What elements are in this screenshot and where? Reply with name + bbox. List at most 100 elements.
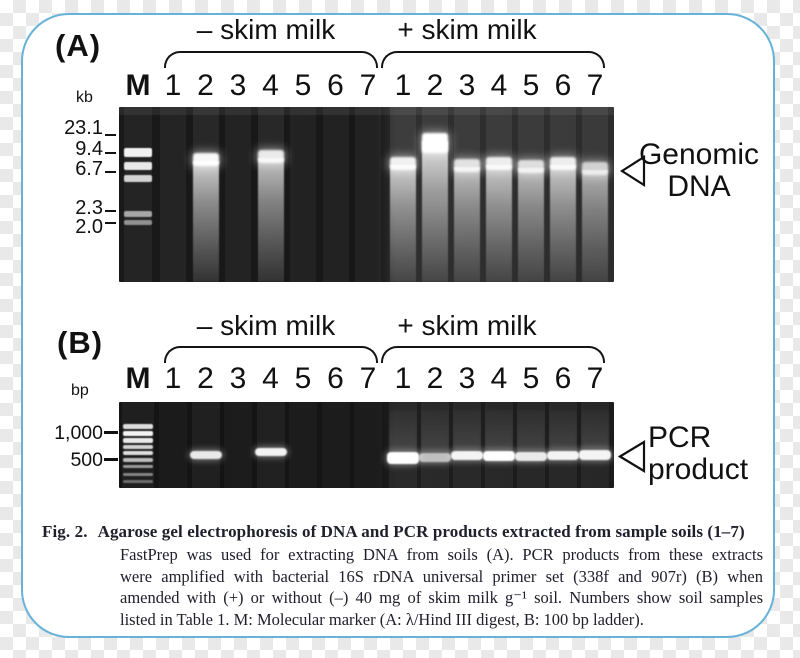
gel-marker-band bbox=[123, 465, 153, 468]
gel-lane bbox=[355, 107, 381, 282]
panel-a-marker-6-7: 6.7 bbox=[75, 158, 103, 180]
gel-band bbox=[550, 157, 576, 170]
panel-a-marker-tick bbox=[105, 171, 116, 173]
panel-a-marker-tick bbox=[105, 134, 116, 136]
gel-lane bbox=[485, 402, 513, 488]
panel-a-marker-tick bbox=[105, 210, 116, 212]
gel-smear bbox=[192, 161, 219, 281]
gel-marker-band bbox=[123, 445, 153, 449]
gel-marker-band bbox=[123, 480, 153, 483]
panel-a-annotation-line2: DNA bbox=[667, 170, 731, 203]
lane-label: 1 bbox=[394, 69, 412, 102]
gel-marker-band bbox=[123, 473, 153, 476]
panel-b-annotation: PCR product bbox=[648, 422, 768, 486]
gel-smear bbox=[582, 170, 608, 281]
gel-smear bbox=[390, 165, 416, 281]
gel-smear bbox=[486, 165, 512, 281]
panel-b-bracket-minus bbox=[164, 346, 378, 363]
gel-band bbox=[486, 157, 512, 170]
gel-lane bbox=[322, 107, 349, 282]
lane-label: 3 bbox=[229, 69, 247, 102]
gel-marker-lane bbox=[124, 107, 152, 282]
gel-band bbox=[419, 453, 451, 462]
gel-lane bbox=[256, 402, 285, 488]
panel-b-unit-label: bp bbox=[71, 382, 89, 399]
caption-title: Fig. 2. Agarose gel electrophoresis of DN… bbox=[42, 522, 762, 542]
gel-well-strip bbox=[119, 107, 614, 115]
gel-smear bbox=[454, 167, 480, 281]
panel-b-marker-tick bbox=[104, 431, 118, 434]
lane-label: 6 bbox=[327, 362, 344, 395]
lane-label: 4 bbox=[490, 362, 508, 395]
lane-label: 6 bbox=[554, 69, 572, 102]
gel-lane bbox=[159, 402, 187, 488]
panel-a-marker-tick bbox=[105, 222, 116, 224]
gel-band bbox=[547, 451, 579, 460]
panel-b-label: (B) bbox=[57, 325, 104, 360]
gel-band bbox=[454, 159, 480, 172]
gel-smear bbox=[550, 165, 576, 281]
gel-marker-band bbox=[123, 424, 153, 429]
gel-smear bbox=[422, 141, 448, 281]
gel-band bbox=[192, 153, 219, 166]
gel-smear bbox=[581, 410, 609, 449]
lane-label: 5 bbox=[294, 362, 312, 395]
gel-smear bbox=[453, 410, 481, 450]
gel-marker-band bbox=[123, 431, 153, 436]
lane-label: 7 bbox=[586, 69, 604, 102]
lane-label: 1 bbox=[394, 362, 412, 395]
lane-label: 3 bbox=[458, 69, 476, 102]
gel-band bbox=[387, 452, 419, 464]
genomic-dna-arrow-icon bbox=[620, 155, 646, 187]
gel-smear bbox=[421, 410, 449, 452]
lane-label: 5 bbox=[522, 362, 540, 395]
gel-marker-band bbox=[124, 175, 152, 182]
gel-band bbox=[257, 150, 284, 163]
lane-label: 7 bbox=[359, 362, 377, 395]
lane-label: M bbox=[125, 362, 151, 395]
panel-b-annotation-line1: PCR bbox=[648, 421, 712, 454]
gel-band bbox=[515, 452, 547, 461]
lane-label: 4 bbox=[262, 362, 279, 395]
gel-lane bbox=[581, 402, 609, 488]
gel-lane bbox=[421, 402, 449, 488]
lane-label: 4 bbox=[262, 69, 279, 102]
lane-label: M bbox=[125, 69, 151, 102]
lane-label: 5 bbox=[294, 69, 312, 102]
lane-label: 6 bbox=[327, 69, 344, 102]
lane-label: 3 bbox=[229, 362, 247, 395]
panel-a-marker-tick bbox=[105, 152, 116, 154]
gel-lane bbox=[354, 402, 382, 488]
gel-lane bbox=[225, 107, 251, 282]
lane-label: 2 bbox=[426, 362, 444, 395]
panel-b-marker-500: 500 bbox=[70, 449, 103, 471]
lane-label: 6 bbox=[554, 362, 572, 395]
caption-title-text: Agarose gel electrophoresis of DNA and P… bbox=[97, 522, 745, 541]
gel-lane bbox=[191, 402, 220, 488]
gel-band bbox=[422, 133, 448, 153]
panel-a-group-plus-label: + skim milk bbox=[397, 14, 537, 45]
gel-lane bbox=[517, 402, 545, 488]
panel-a-unit-label: kb bbox=[76, 89, 93, 106]
gel-marker-band bbox=[123, 438, 153, 443]
gel-band bbox=[451, 451, 483, 460]
gel-smear bbox=[389, 410, 417, 451]
gel-band bbox=[390, 157, 416, 170]
gel-lane bbox=[289, 402, 317, 488]
panel-a-bracket-minus bbox=[164, 51, 378, 68]
panel-b-marker-tick bbox=[104, 458, 118, 461]
gel-smear bbox=[485, 410, 513, 450]
caption-body: FastPrep was used for extracting DNA fro… bbox=[120, 544, 763, 630]
gel-image-b bbox=[119, 402, 614, 488]
lane-label: 2 bbox=[197, 362, 214, 395]
lane-label: 4 bbox=[490, 69, 508, 102]
panel-a-marker-2-3: 2.3 bbox=[75, 197, 103, 219]
panel-a-bracket-plus bbox=[381, 51, 605, 68]
caption-line: were amplified with bacterial 16S rDNA u… bbox=[120, 566, 763, 586]
gel-marker-band bbox=[123, 451, 153, 455]
panel-b-bracket-plus bbox=[381, 346, 605, 363]
caption-line: FastPrep was used for extracting DNA fro… bbox=[120, 545, 763, 564]
panel-b-marker-1000: 1,000 bbox=[54, 422, 103, 444]
panel-a-annotation: Genomic DNA bbox=[636, 139, 762, 203]
